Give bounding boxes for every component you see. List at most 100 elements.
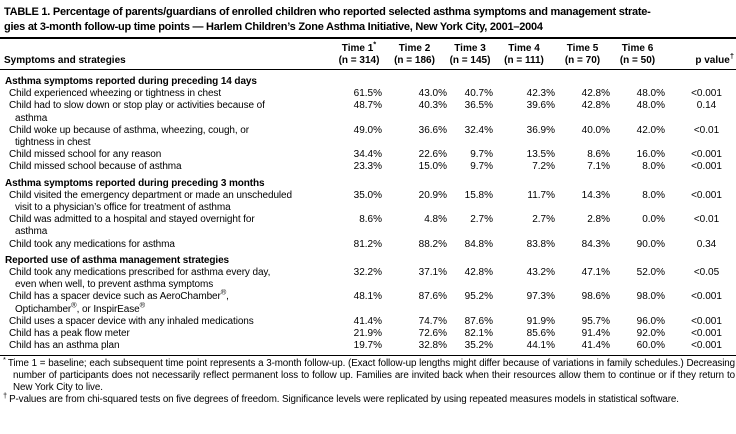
value-cell: 36.6% xyxy=(418,124,447,136)
table-row: Child visited the emergency department o… xyxy=(0,190,736,214)
value-cell: 16.0% xyxy=(636,149,665,161)
value-cell: 84.3% xyxy=(581,238,610,250)
value-cell: 37.1% xyxy=(418,267,447,279)
column-header-symptoms: Symptoms and strategies xyxy=(4,54,126,66)
table-row: Child was admitted to a hospital and sta… xyxy=(0,214,736,238)
row-label: Child missed school because of asthma xyxy=(9,161,182,173)
row-label: Child missed school for any reason xyxy=(9,149,162,161)
section-heading: Asthma symptoms reported during precedin… xyxy=(5,177,265,189)
value-cell: 91.4% xyxy=(581,328,610,340)
p-value-cell: <0.001 xyxy=(691,315,722,327)
value-cell: 40.7% xyxy=(464,88,493,100)
footnote-baseline: * Time 1 = baseline; each subsequent time… xyxy=(3,355,735,394)
value-cell: 23.3% xyxy=(353,161,382,173)
n-label: (n = 186) xyxy=(394,54,435,66)
row-label: Child uses a spacer device with any inha… xyxy=(9,315,254,327)
time-label: Time 1* xyxy=(341,39,377,54)
value-cell: 42.8% xyxy=(581,100,610,112)
value-cell: 72.6% xyxy=(418,328,447,340)
value-cell: 74.7% xyxy=(418,315,447,327)
value-cell: 87.6% xyxy=(418,291,447,303)
time-label: Time 2 xyxy=(398,43,431,54)
footnote-pvalues: † P-values are from chi-squared tests on … xyxy=(3,392,735,406)
table-row: Child had to slow down or stop play or a… xyxy=(0,100,736,124)
value-cell: 15.0% xyxy=(418,161,447,173)
value-cell: 42.0% xyxy=(636,124,665,136)
column-header-p-value: p value† xyxy=(695,51,734,66)
value-cell: 14.3% xyxy=(581,189,610,201)
value-cell: 84.8% xyxy=(464,238,493,250)
value-cell: 9.7% xyxy=(470,149,493,161)
value-cell: 44.1% xyxy=(526,340,555,352)
value-cell: 0.0% xyxy=(642,214,665,226)
n-label: (n = 50) xyxy=(619,54,656,66)
asterisk-marker: * xyxy=(373,39,377,49)
footnote-rule xyxy=(0,355,736,357)
value-cell: 39.6% xyxy=(526,100,555,112)
value-cell: 48.7% xyxy=(353,100,382,112)
table-row: Child has a peak flow meter 21.9% 72.6% 82.… xyxy=(0,328,736,340)
title-rule xyxy=(0,37,736,39)
table-row: Child experienced wheezing or tightness … xyxy=(0,88,736,100)
value-cell: 7.2% xyxy=(532,161,555,173)
row-label: Child visited the emergency department o… xyxy=(9,189,292,214)
row-label: Child has a spacer device such as AeroCh… xyxy=(9,288,229,315)
p-value-cell: 0.14 xyxy=(696,100,717,112)
column-header-time-4: Time 4 (n = 111) xyxy=(493,43,555,66)
value-cell: 48.1% xyxy=(353,291,382,303)
value-cell: 96.0% xyxy=(636,315,665,327)
value-cell: 40.3% xyxy=(418,100,447,112)
row-label: Child was admitted to a hospital and sta… xyxy=(9,214,255,238)
value-cell: 32.8% xyxy=(418,340,447,352)
column-header-time-1: Time 1* (n = 314) xyxy=(336,39,382,66)
table-header: Symptoms and strategies Time 1* (n = 314… xyxy=(0,39,736,70)
section-heading: Reported use of asthma management strate… xyxy=(5,254,229,266)
time-label: Time 3 xyxy=(454,43,486,54)
p-value-cell: 0.34 xyxy=(696,238,717,250)
title-line-1: TABLE 1. Percentage of parents/guardians… xyxy=(4,6,651,18)
registered-mark: ® xyxy=(220,288,227,298)
row-label: Child has a peak flow meter xyxy=(9,328,130,340)
value-cell: 42.8% xyxy=(464,267,493,279)
n-label: (n = 314) xyxy=(338,54,380,66)
table-title: TABLE 1. Percentage of parents/guardians… xyxy=(0,0,736,34)
value-cell: 61.5% xyxy=(353,88,382,100)
p-value-cell: <0.001 xyxy=(691,88,722,100)
table-row: Child has a spacer device such as AeroCh… xyxy=(0,288,736,315)
value-cell: 15.8% xyxy=(464,189,493,201)
value-cell: 81.2% xyxy=(353,238,382,250)
registered-mark: ® xyxy=(139,300,146,310)
value-cell: 98.6% xyxy=(581,291,610,303)
value-cell: 13.5% xyxy=(526,149,555,161)
value-cell: 82.1% xyxy=(464,328,493,340)
row-label: Child woke up because of asthma, wheezin… xyxy=(9,124,249,149)
n-label: (n = 145) xyxy=(449,54,491,66)
value-cell: 8.6% xyxy=(359,214,382,226)
table-row: Child took any medications prescribed fo… xyxy=(0,267,736,291)
value-cell: 88.2% xyxy=(418,238,447,250)
time-label: Time 5 xyxy=(566,43,599,54)
table-row: Child took any medications for asthma 81.… xyxy=(0,239,736,251)
value-cell: 42.8% xyxy=(581,88,610,100)
row-label: Child took any medications prescribed fo… xyxy=(9,267,271,291)
table-row: Child missed school for any reason 34.4% 2… xyxy=(0,149,736,161)
value-cell: 97.3% xyxy=(526,291,555,303)
row-label: Child had to slow down or stop play or a… xyxy=(9,100,265,124)
p-value-cell: <0.001 xyxy=(691,149,722,161)
table-body: Asthma symptoms reported during precedin… xyxy=(0,70,736,352)
asterisk-marker: * xyxy=(3,355,6,365)
row-label: Child experienced wheezing or tightness … xyxy=(9,88,221,100)
value-cell: 43.0% xyxy=(418,88,447,100)
registered-mark: ® xyxy=(71,300,77,310)
value-cell: 8.6% xyxy=(587,149,610,161)
value-cell: 36.5% xyxy=(464,100,493,112)
section-heading: Asthma symptoms reported during precedin… xyxy=(5,76,257,87)
value-cell: 47.1% xyxy=(581,267,610,279)
value-cell: 2.7% xyxy=(532,214,555,226)
value-cell: 87.6% xyxy=(464,315,493,327)
p-value-cell: <0.05 xyxy=(693,267,720,279)
value-cell: 48.0% xyxy=(636,100,665,112)
n-label: (n = 111) xyxy=(504,54,544,66)
table-row: Child has an asthma plan 19.7% 32.8% 35.2% 4… xyxy=(0,340,736,352)
value-cell: 9.7% xyxy=(470,161,493,173)
